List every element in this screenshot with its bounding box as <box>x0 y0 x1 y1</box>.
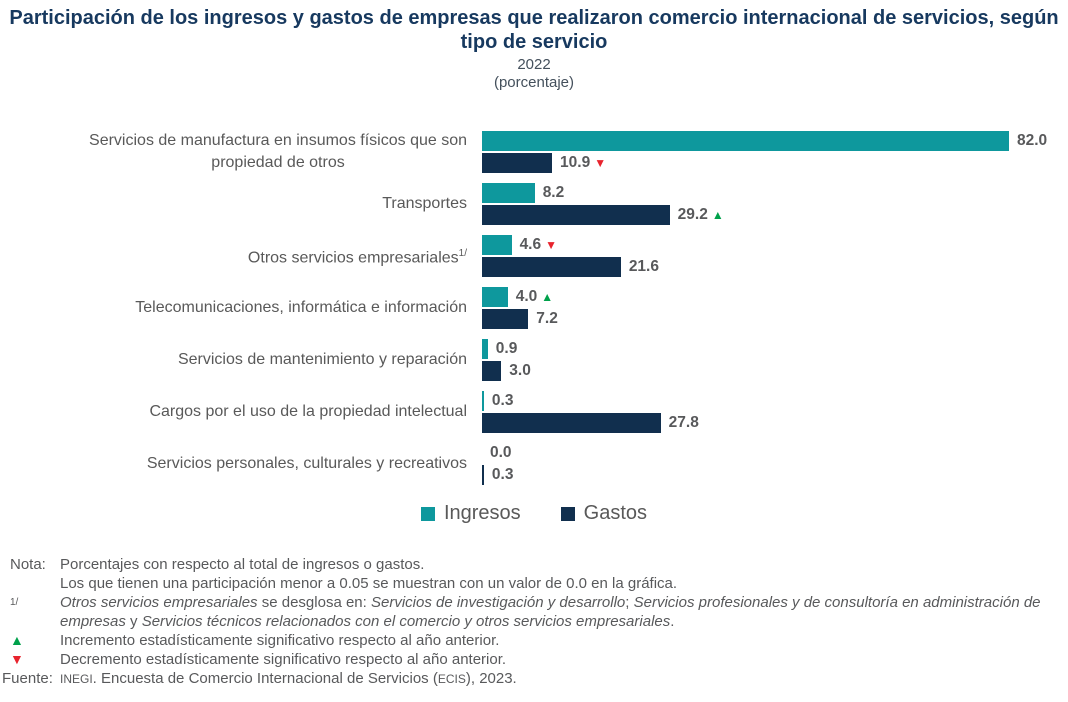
legend-label-gastos: Gastos <box>583 502 648 524</box>
chart-row: Cargos por el uso de la propiedad intele… <box>0 386 1068 438</box>
increase-icon: ▲ <box>541 290 554 304</box>
chart-rows: Servicios de manufactura en insumos físi… <box>0 126 1068 490</box>
bar-ingresos <box>482 391 484 411</box>
chart-legend: Ingresos Gastos <box>0 502 1068 525</box>
bar-value: 82.0 <box>1017 132 1048 149</box>
bar-value: 10.9 <box>560 154 591 171</box>
bar-gastos <box>482 309 529 329</box>
source-label: Fuente: <box>2 670 53 687</box>
note-label: Nota: <box>10 556 46 573</box>
bar-gastos <box>482 413 661 433</box>
decrease-icon: ▼ <box>545 238 558 252</box>
chart-row: Otros servicios empresariales1/4.6 ▼ 21.6 <box>0 230 1068 282</box>
bar-value: 7.2 <box>536 310 558 327</box>
footnote-marker: 1/ <box>10 597 19 608</box>
bar-ingresos <box>482 287 508 307</box>
category-label: Otros servicios empresariales1/ <box>247 247 467 267</box>
bar-gastos <box>482 361 502 381</box>
bar-value: 0.3 <box>491 466 514 483</box>
bar-value: 4.0 <box>515 288 538 305</box>
source-text: INEGI. Encuesta de Comercio Internaciona… <box>60 670 517 687</box>
decrement-legend-text: Decremento estadísticamente significativ… <box>60 651 507 668</box>
category-label: Servicios personales, culturales y recre… <box>146 455 467 472</box>
bar-value: 21.6 <box>628 258 659 275</box>
increase-icon: ▲ <box>711 208 724 222</box>
notes: Nota: Porcentajes con respecto al total … <box>0 555 1068 689</box>
legend-swatch-ingresos <box>420 506 435 521</box>
bar-gastos <box>482 205 670 225</box>
decrease-icon: ▼ <box>10 651 24 667</box>
category-label: Transportes <box>382 195 467 212</box>
category-label: Servicios de mantenimiento y reparación <box>177 351 467 368</box>
bar-value: 27.8 <box>668 414 699 431</box>
category-label: Cargos por el uso de la propiedad intele… <box>149 403 467 420</box>
chart-row: Telecomunicaciones, informática e inform… <box>0 282 1068 334</box>
bar-ingresos <box>482 339 488 359</box>
chart-year: 2022 <box>517 56 551 73</box>
chart-row: Servicios personales, culturales y recre… <box>0 438 1068 490</box>
category-label: Telecomunicaciones, informática e inform… <box>135 299 467 316</box>
bar-gastos <box>482 257 621 277</box>
chart-row: Servicios de mantenimiento y reparación 0… <box>0 334 1068 386</box>
bar-value: 29.2 <box>677 206 708 223</box>
chart-row: Transportes 8.2 29.2 ▲ <box>0 178 1068 230</box>
footnote-text: Otros servicios empresariales se desglos… <box>60 594 1041 630</box>
bar-value: 3.0 <box>509 362 531 379</box>
note-line-2: Los que tienen una participación menor a… <box>60 575 678 592</box>
note-line-1: Porcentajes con respecto al total de ing… <box>60 556 425 573</box>
legend-label-ingresos: Ingresos <box>443 502 521 524</box>
legend-item-gastos: Gastos <box>560 502 648 525</box>
bar-value: 8.2 <box>542 184 565 201</box>
category-label: Servicios de manufactura en insumos físi… <box>89 132 467 171</box>
legend-item-ingresos: Ingresos <box>420 502 521 525</box>
note-text: Porcentajes con respecto al total de ing… <box>60 555 1062 593</box>
increment-legend-text: Incremento estadísticamente significativ… <box>60 632 500 649</box>
chart-title: Participación de los ingresos y gastos d… <box>9 7 1059 53</box>
bar-gastos <box>482 465 484 485</box>
bar-value: 0.3 <box>491 392 514 409</box>
increase-icon: ▲ <box>10 632 24 648</box>
bar-value: 4.6 <box>519 236 542 253</box>
decrease-icon: ▼ <box>594 156 607 170</box>
legend-swatch-gastos <box>560 506 575 521</box>
bar-ingresos <box>482 235 512 255</box>
chart-unit: (porcentaje) <box>493 74 575 91</box>
chart-row: Servicios de manufactura en insumos físi… <box>0 126 1068 178</box>
bar-gastos <box>482 153 553 173</box>
bar-ingresos <box>482 183 535 203</box>
bar-value: 0.9 <box>495 340 518 357</box>
bar-ingresos <box>482 131 1009 151</box>
bar-value: 0.0 <box>490 444 512 461</box>
